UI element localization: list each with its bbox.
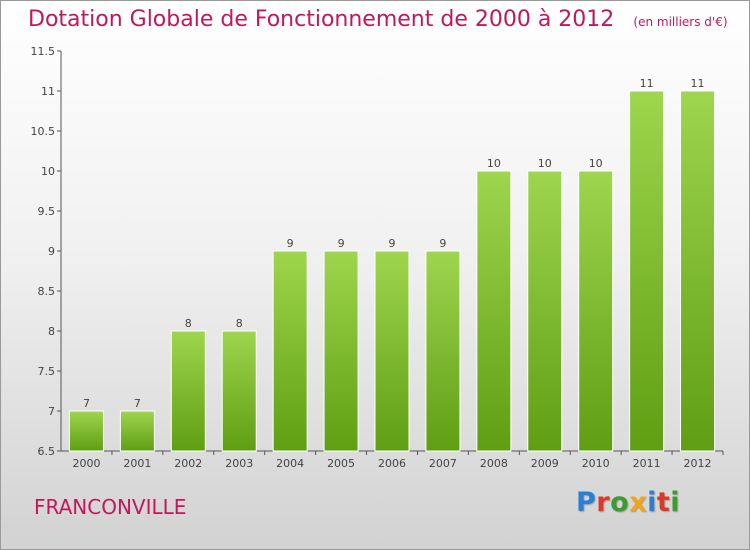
logo-letter: t bbox=[656, 487, 671, 518]
logo-letter: P bbox=[576, 487, 597, 518]
bar-2003 bbox=[221, 330, 257, 452]
logo-letter: o bbox=[610, 487, 630, 518]
logo-letter: r bbox=[596, 487, 611, 518]
y-tick-label: 8 bbox=[48, 325, 55, 338]
data-label: 9 bbox=[338, 237, 345, 250]
chart-title: Dotation Globale de Fonctionnement de 20… bbox=[28, 7, 615, 32]
x-tick-label: 2009 bbox=[531, 457, 559, 470]
y-tick-label: 10 bbox=[41, 165, 55, 178]
data-label: 10 bbox=[487, 157, 501, 170]
y-tick-label: 11.5 bbox=[31, 45, 56, 58]
bar-2005 bbox=[323, 250, 359, 452]
logo-letter: x bbox=[629, 487, 648, 518]
x-tick-label: 2011 bbox=[633, 457, 661, 470]
bar-2011 bbox=[629, 90, 665, 452]
x-tick-label: 2006 bbox=[378, 457, 406, 470]
bar-2006 bbox=[374, 250, 410, 452]
bar-2008 bbox=[476, 170, 512, 452]
bar-2010 bbox=[578, 170, 614, 452]
data-label: 10 bbox=[538, 157, 552, 170]
bar-2004 bbox=[272, 250, 308, 452]
data-label: 11 bbox=[640, 77, 654, 90]
x-tick-label: 2012 bbox=[684, 457, 712, 470]
x-tick-label: 2001 bbox=[123, 457, 151, 470]
y-tick-label: 7.5 bbox=[38, 365, 56, 378]
title-row: Dotation Globale de Fonctionnement de 20… bbox=[28, 7, 728, 32]
city-name: FRANCONVILLE bbox=[34, 495, 187, 519]
logo-letter: i bbox=[670, 487, 681, 518]
bar-2009 bbox=[527, 170, 563, 452]
bar-2000 bbox=[68, 410, 104, 452]
bar-2002 bbox=[170, 330, 206, 452]
data-label: 9 bbox=[287, 237, 294, 250]
x-tick-label: 2010 bbox=[582, 457, 610, 470]
data-label: 7 bbox=[83, 397, 90, 410]
y-tick-label: 10.5 bbox=[31, 125, 56, 138]
y-tick-label: 8.5 bbox=[38, 285, 56, 298]
logo-letter: i bbox=[647, 487, 657, 518]
x-tick-label: 2008 bbox=[480, 457, 508, 470]
x-tick-label: 2004 bbox=[276, 457, 304, 470]
data-label: 9 bbox=[389, 237, 396, 250]
x-tick-label: 2003 bbox=[225, 457, 253, 470]
bar-2012 bbox=[680, 90, 716, 452]
data-label: 8 bbox=[236, 317, 243, 330]
bar-2007 bbox=[425, 250, 461, 452]
data-label: 8 bbox=[185, 317, 192, 330]
x-tick-label: 2007 bbox=[429, 457, 457, 470]
data-label: 11 bbox=[691, 77, 705, 90]
x-tick-label: 2005 bbox=[327, 457, 355, 470]
y-tick-label: 9 bbox=[48, 245, 55, 258]
y-tick-label: 6.5 bbox=[38, 445, 56, 458]
data-label: 10 bbox=[589, 157, 603, 170]
data-label: 9 bbox=[439, 237, 446, 250]
x-tick-label: 2002 bbox=[174, 457, 202, 470]
chart-subtitle: (en milliers d'€) bbox=[633, 15, 728, 29]
x-tick-label: 2000 bbox=[72, 457, 100, 470]
data-label: 7 bbox=[134, 397, 141, 410]
y-tick-label: 11 bbox=[41, 85, 55, 98]
proxiti-logo: Proxiti bbox=[576, 487, 680, 518]
y-tick-label: 9.5 bbox=[38, 205, 56, 218]
bar-2001 bbox=[119, 410, 155, 452]
y-tick-label: 7 bbox=[48, 405, 55, 418]
